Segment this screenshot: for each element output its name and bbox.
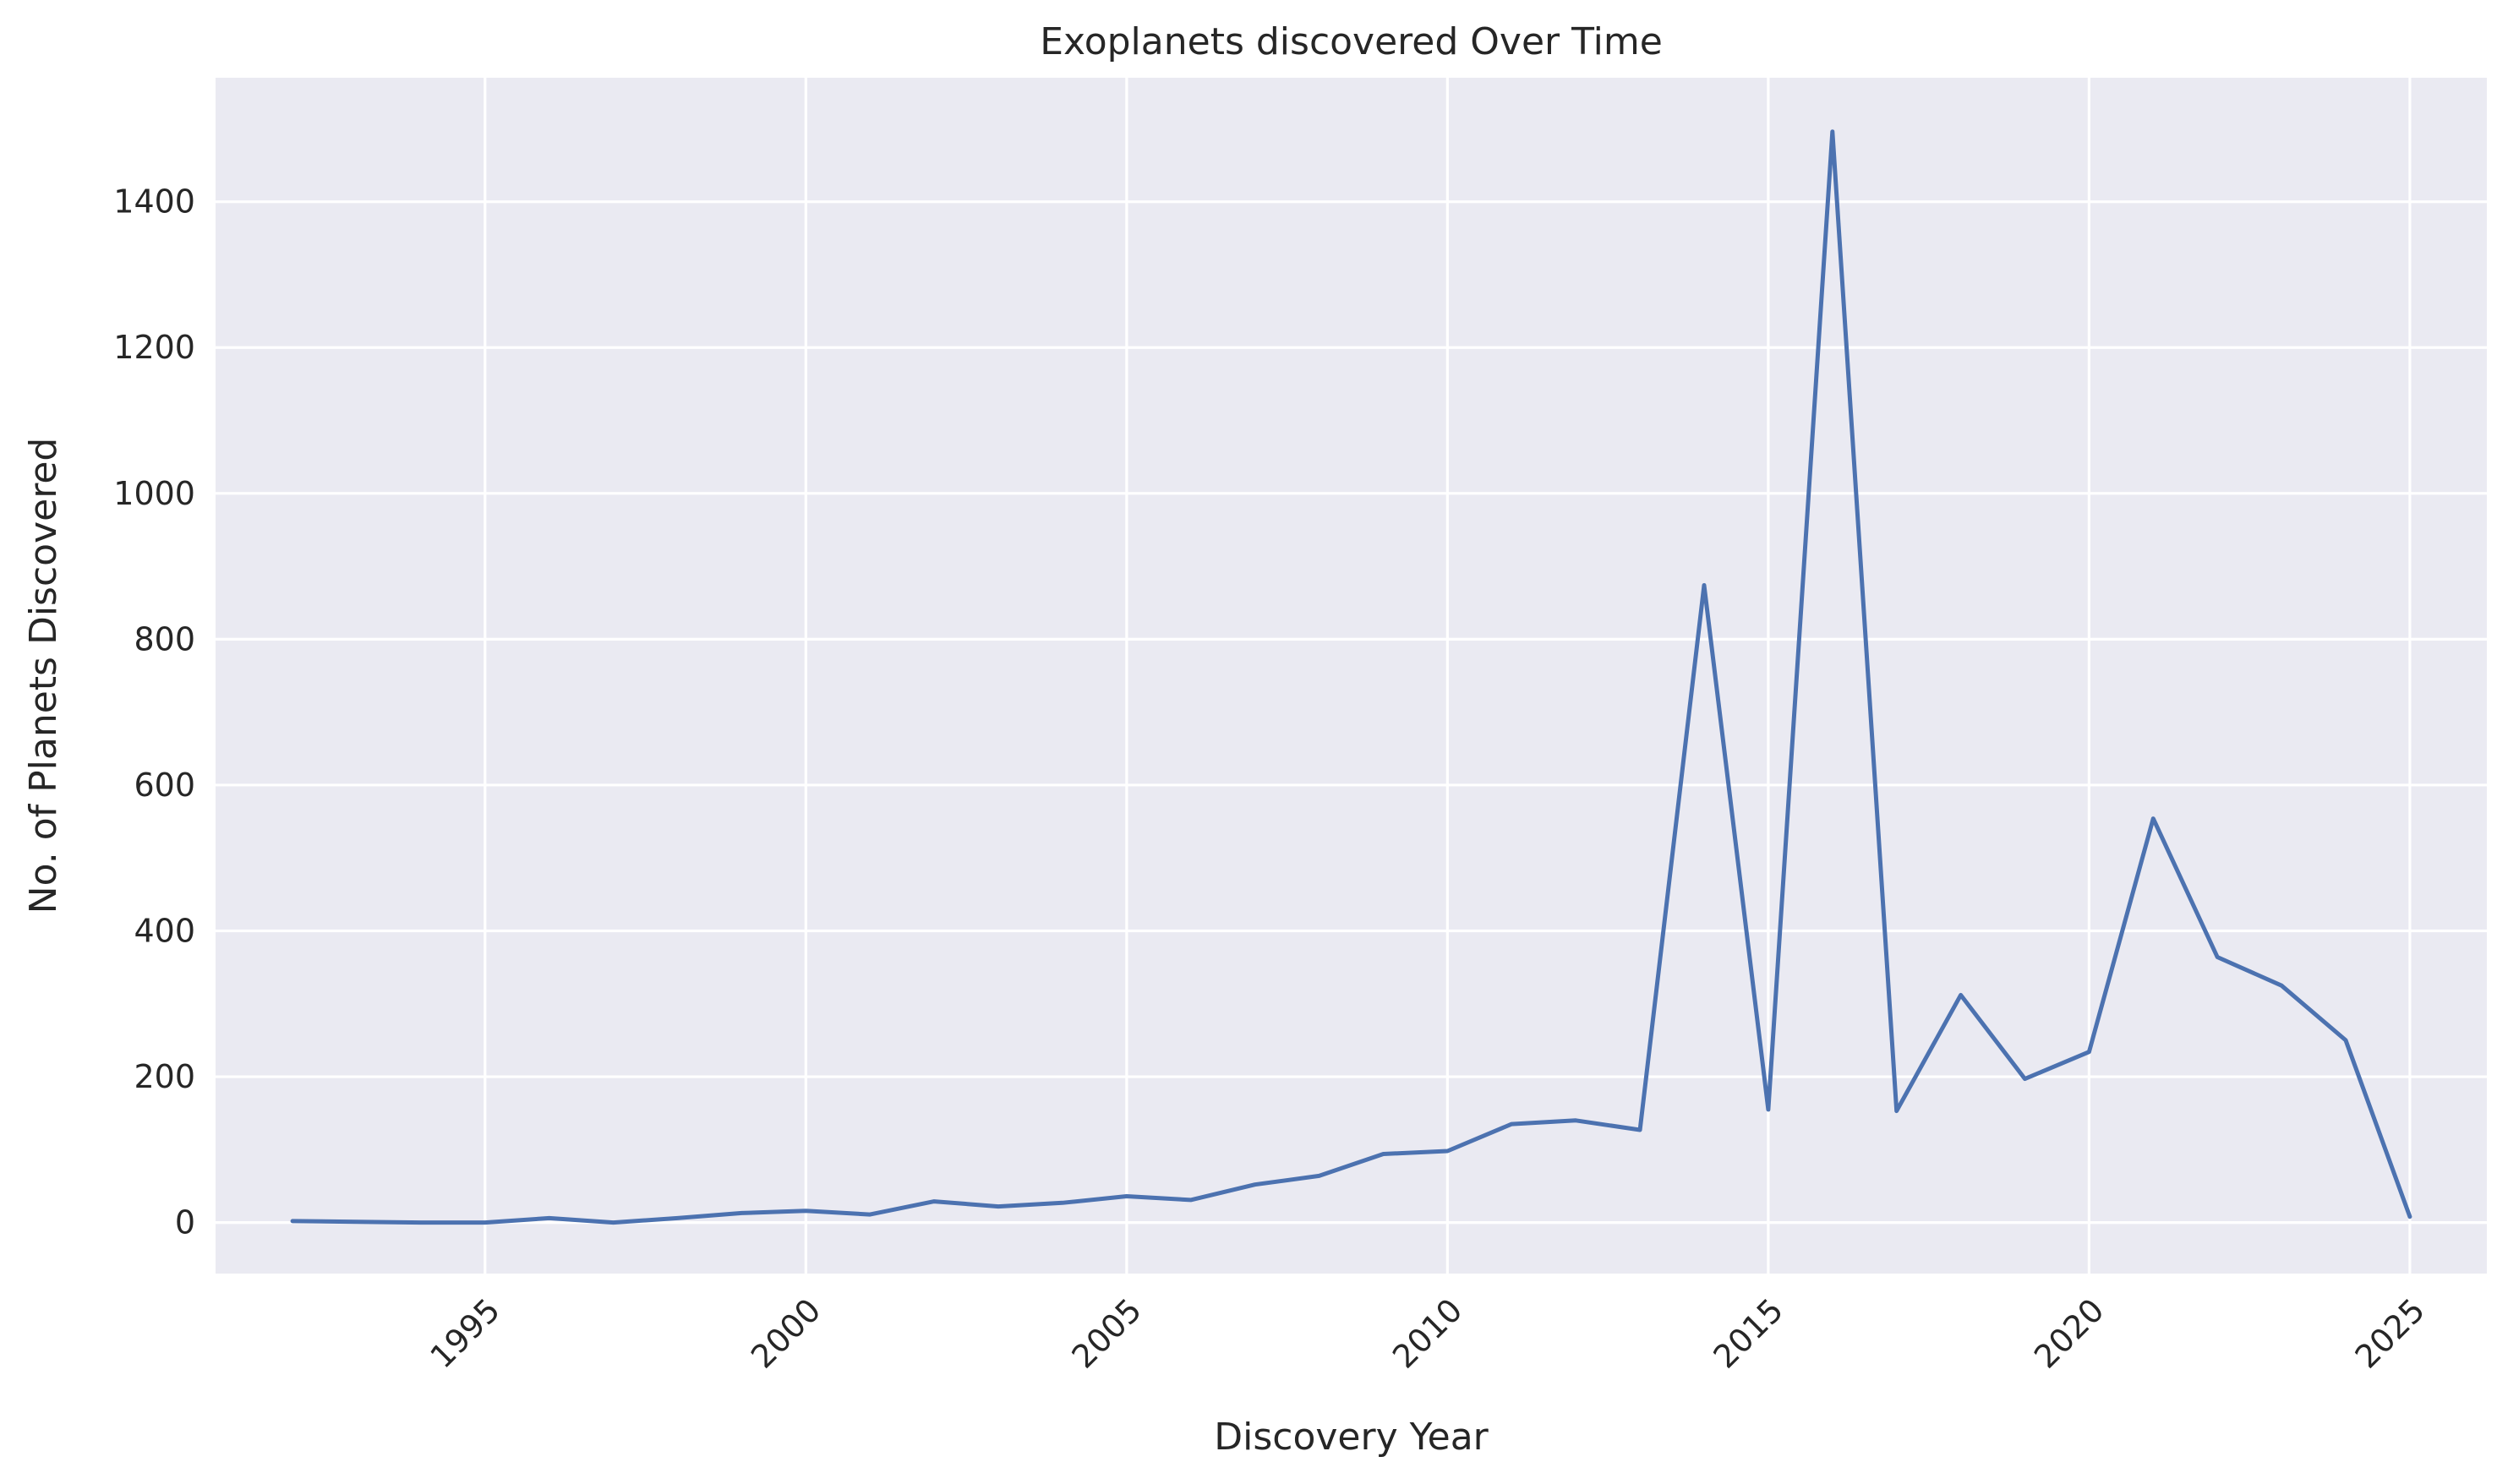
x-axis-title: Discovery Year [1214, 1416, 1489, 1459]
chart-title: Exoplanets discovered Over Time [1040, 20, 1663, 63]
y-tick-label: 1000 [113, 475, 195, 512]
y-axis-ticks: 0 200 400 600 800 1000 1200 1400 [113, 183, 195, 1241]
y-tick-label: 600 [134, 767, 195, 804]
x-tick-label: 2015 [1707, 1291, 1791, 1376]
y-tick-label: 800 [134, 620, 195, 657]
y-tick-label: 400 [134, 912, 195, 949]
y-tick-label: 1400 [113, 183, 195, 221]
y-tick-label: 1200 [113, 329, 195, 366]
y-tick-label: 0 [175, 1204, 195, 1241]
x-tick-label: 2025 [2348, 1291, 2433, 1376]
x-axis-ticks: 1995 2000 2005 2010 2015 2020 2025 [423, 1291, 2432, 1376]
y-axis-title: No. of Planets Discovered [22, 438, 65, 914]
x-tick-label: 2000 [744, 1291, 828, 1376]
y-tick-label: 200 [134, 1058, 195, 1095]
x-tick-label: 2020 [2027, 1291, 2112, 1376]
x-tick-label: 2010 [1385, 1291, 1470, 1376]
x-tick-label: 1995 [423, 1291, 507, 1376]
grid [216, 78, 2487, 1274]
plot-area [216, 78, 2487, 1274]
series-line [290, 129, 2412, 1225]
x-tick-label: 2005 [1064, 1291, 1149, 1376]
series-layer [290, 129, 2412, 1225]
